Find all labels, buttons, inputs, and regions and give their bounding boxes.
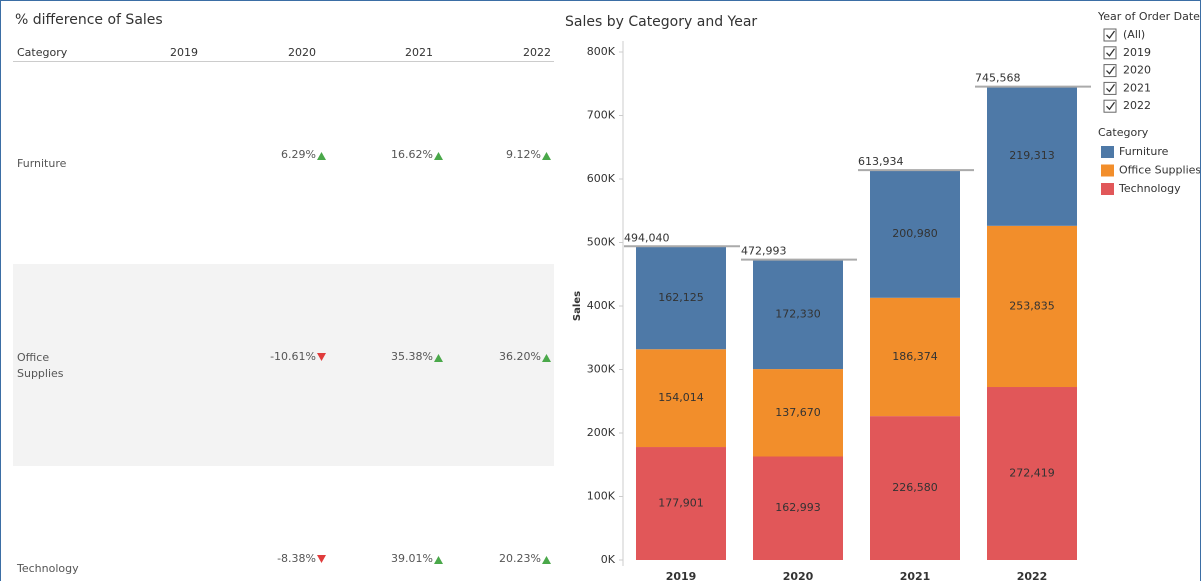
bar-segment (636, 447, 726, 560)
row-label: Furniture (17, 157, 67, 170)
data-label: 154,014 (658, 391, 704, 404)
chart-title: Sales by Category and Year (565, 14, 757, 30)
check-mark (1106, 30, 1116, 40)
filter-option[interactable]: 2019 (1123, 46, 1151, 59)
y-tick-label: 200K (587, 426, 616, 439)
y-tick-label: 0K (601, 553, 616, 566)
trend-indicator (434, 354, 443, 362)
y-tick-label: 100K (587, 490, 616, 503)
x-tick-label: 2022 (1017, 570, 1048, 581)
bar-segment (753, 369, 843, 457)
x-tick-label: 2021 (900, 570, 931, 581)
bar-segment (870, 297, 960, 417)
bar-segment (987, 387, 1077, 560)
legend-swatch (1101, 164, 1114, 177)
column-header: 2019 (170, 46, 198, 59)
data-label: 186,374 (892, 350, 938, 363)
legend-label: Furniture (1119, 145, 1169, 158)
cell-value: 39.01% (391, 552, 433, 565)
bar-segment (636, 246, 726, 350)
cell-value: 6.29% (281, 148, 316, 161)
check-mark (1106, 84, 1116, 93)
x-tick-label: 2019 (666, 570, 697, 581)
bar-segment (753, 259, 843, 370)
trend-indicator (542, 556, 551, 564)
total-label: 472,993 (741, 245, 787, 258)
bar-segment (870, 170, 960, 298)
table-title: % difference of Sales (15, 12, 163, 28)
data-label: 162,993 (775, 501, 821, 514)
total-label: 745,568 (975, 72, 1021, 85)
trend-indicator (317, 353, 326, 361)
x-tick-label: 2020 (783, 570, 814, 581)
trend-indicator (317, 152, 326, 160)
header-rule (13, 61, 554, 62)
data-label: 162,125 (658, 291, 704, 304)
total-label: 613,934 (858, 155, 904, 168)
y-tick-label: 700K (587, 109, 616, 122)
bar-segment (987, 86, 1077, 226)
filter-option[interactable]: 2020 (1123, 64, 1151, 77)
bar-segment (870, 416, 960, 560)
legend-label: Technology (1118, 182, 1181, 195)
row-label: Office Supplies (17, 351, 64, 380)
data-label: 172,330 (775, 307, 821, 320)
filter-option[interactable]: (All) (1123, 28, 1145, 41)
total-label: 494,040 (624, 231, 670, 244)
cell-value: 9.12% (506, 148, 541, 161)
y-tick-label: 600K (587, 172, 616, 185)
column-header: 2022 (523, 46, 551, 59)
y-tick-label: 300K (587, 363, 616, 376)
trend-indicator (542, 152, 551, 160)
data-label: 253,835 (1009, 299, 1055, 312)
column-header: Category (17, 46, 68, 59)
data-label: 200,980 (892, 227, 938, 240)
data-label: 177,901 (658, 497, 704, 510)
cell-value: 35.38% (391, 350, 433, 363)
cell-value: 16.62% (391, 148, 433, 161)
data-label: 137,670 (775, 406, 821, 419)
y-tick-label: 800K (587, 45, 616, 58)
legend-title: Category (1098, 126, 1149, 139)
bar-segment (636, 349, 726, 448)
data-label: 219,313 (1009, 149, 1055, 162)
cell-value: 36.20% (499, 350, 541, 363)
trend-indicator (317, 555, 326, 563)
column-header: 2021 (405, 46, 433, 59)
trend-indicator (542, 354, 551, 362)
trend-indicator (434, 556, 443, 564)
filter-option[interactable]: 2021 (1123, 81, 1151, 94)
filter-title: Year of Order Date (1097, 10, 1200, 23)
y-axis-label: Sales (572, 291, 583, 321)
bar-segment (987, 225, 1077, 388)
y-tick-label: 400K (587, 299, 616, 312)
legend-swatch (1101, 146, 1114, 158)
column-header: 2020 (288, 46, 316, 59)
check-mark (1106, 66, 1116, 75)
check-mark (1106, 48, 1116, 57)
cell-value: -10.61% (270, 350, 316, 363)
check-mark (1106, 101, 1116, 111)
row-band (13, 264, 554, 466)
cell-value: -8.38% (277, 552, 316, 565)
trend-indicator (434, 152, 443, 160)
legend-swatch (1101, 183, 1114, 195)
y-tick-label: 500K (587, 236, 616, 249)
data-label: 226,580 (892, 481, 938, 494)
bar-segment (753, 456, 843, 560)
legend-label: Office Supplies (1119, 164, 1200, 177)
data-label: 272,419 (1009, 467, 1055, 480)
filter-option[interactable]: 2022 (1123, 99, 1151, 112)
cell-value: 20.23% (499, 552, 541, 565)
row-label: Technology (17, 562, 79, 575)
